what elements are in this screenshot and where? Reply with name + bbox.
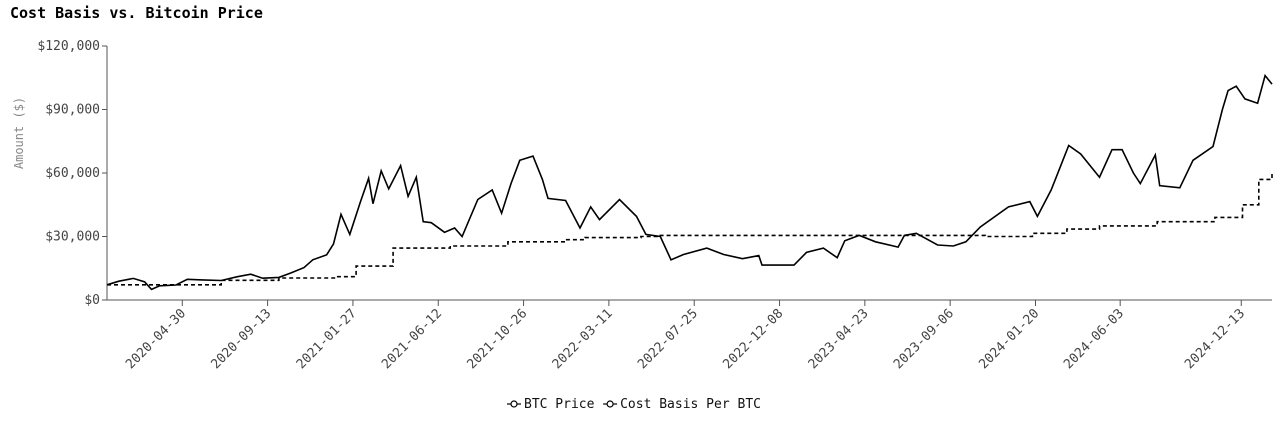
x-tick-label: 2022-12-08 [720, 306, 786, 372]
x-tick-label: 2020-09-13 [208, 306, 274, 372]
legend: BTC Price Cost Basis Per BTC [507, 397, 761, 412]
x-tick-label: 2023-09-06 [891, 306, 957, 372]
x-tick-label: 2021-06-12 [379, 306, 445, 372]
x-tick-label: 2020-04-30 [123, 306, 189, 372]
x-tick-label: 2024-01-20 [976, 306, 1042, 372]
btc-price-line [106, 73, 1273, 291]
y-tick-label: $90,000 [45, 103, 100, 118]
legend-label: BTC Price [524, 397, 595, 412]
y-tick-label: $120,000 [37, 39, 100, 54]
y-tick-label: $60,000 [45, 166, 100, 181]
axes [106, 46, 1272, 301]
x-tick-label: 2021-01-27 [294, 306, 360, 372]
legend-label: Cost Basis Per BTC [620, 397, 761, 412]
legend-marker-icon [510, 400, 518, 408]
chart-title: Cost Basis vs. Bitcoin Price [10, 4, 263, 22]
cost-basis-line [107, 173, 1273, 286]
x-tick-label: 2024-06-03 [1061, 306, 1127, 372]
y-tick-label: $0 [84, 293, 100, 308]
legend-item[interactable]: BTC Price [507, 397, 595, 412]
x-axis-ticks: 2020-04-30 2020-09-13 2021-01-27 2021-06-12… [123, 300, 1248, 372]
y-tick-label: $30,000 [45, 230, 100, 245]
x-tick-label: 2022-07-25 [635, 306, 701, 372]
legend-marker-icon [606, 400, 614, 408]
series-lines [106, 73, 1273, 291]
y-axis-title: Amount ($) [12, 97, 26, 169]
x-tick-label: 2023-04-23 [806, 306, 872, 372]
x-tick-label: 2022-03-11 [550, 306, 616, 372]
x-tick-label: 2021-10-26 [464, 306, 530, 372]
y-axis-ticks: $0 $30,000 $60,000 $90,000 $120,000 [37, 39, 107, 308]
x-tick-label: 2024-12-13 [1182, 306, 1248, 372]
legend-item[interactable]: Cost Basis Per BTC [603, 397, 761, 412]
